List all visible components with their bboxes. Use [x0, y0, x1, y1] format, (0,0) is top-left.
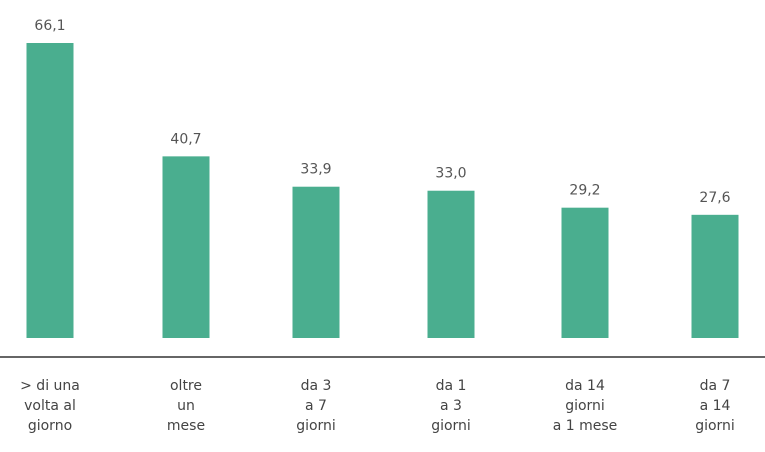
category-label-2: da 3 a 7 giorni	[296, 378, 336, 434]
value-label-1: 40,7	[170, 131, 201, 147]
bar-5	[691, 214, 739, 338]
bar-3	[427, 190, 475, 338]
category-label-5-line-1: a 14	[700, 398, 731, 414]
category-label-1-line-2: mese	[167, 418, 205, 434]
category-label-5-line-0: da 7	[700, 378, 731, 394]
category-label-0-line-2: giorno	[28, 418, 72, 434]
category-label-3: da 1 a 3 giorni	[431, 378, 471, 434]
category-label-3-line-2: giorni	[431, 418, 471, 434]
category-label-4-line-0: da 14	[565, 378, 605, 394]
bar-2	[292, 186, 340, 338]
category-label-3-line-1: a 3	[440, 398, 462, 414]
value-label-0: 66,1	[34, 18, 65, 34]
category-label-3-line-0: da 1	[436, 378, 467, 394]
value-labels-group: 66,1 40,7 33,9 33,0 29,2 27,6	[34, 18, 730, 206]
bars-group	[26, 43, 739, 338]
category-label-1: oltre un mese	[167, 378, 205, 434]
category-labels-group: > di una volta al giorno oltre un mese da 3 a 7…	[20, 378, 735, 434]
bar-1	[162, 156, 210, 338]
category-label-4: da 14 giorni a 1 mese	[553, 378, 618, 434]
value-label-4: 29,2	[569, 183, 600, 199]
value-label-2: 33,9	[300, 162, 331, 178]
category-label-5: da 7 a 14 giorni	[695, 378, 735, 434]
category-label-2-line-2: giorni	[296, 418, 336, 434]
category-label-4-line-1: giorni	[565, 398, 605, 414]
category-label-5-line-2: giorni	[695, 418, 735, 434]
category-label-0: > di una volta al giorno	[20, 378, 80, 434]
value-label-5: 27,6	[699, 190, 730, 206]
bar-4	[561, 207, 609, 338]
category-label-1-line-0: oltre	[170, 378, 202, 394]
category-label-0-line-0: > di una	[20, 378, 80, 394]
category-label-4-line-2: a 1 mese	[553, 418, 618, 434]
category-label-2-line-0: da 3	[301, 378, 332, 394]
category-label-1-line-1: un	[177, 398, 195, 414]
value-label-3: 33,0	[435, 166, 466, 182]
category-label-2-line-1: a 7	[305, 398, 327, 414]
category-label-0-line-1: volta al	[24, 398, 76, 414]
bar-0	[26, 43, 74, 338]
